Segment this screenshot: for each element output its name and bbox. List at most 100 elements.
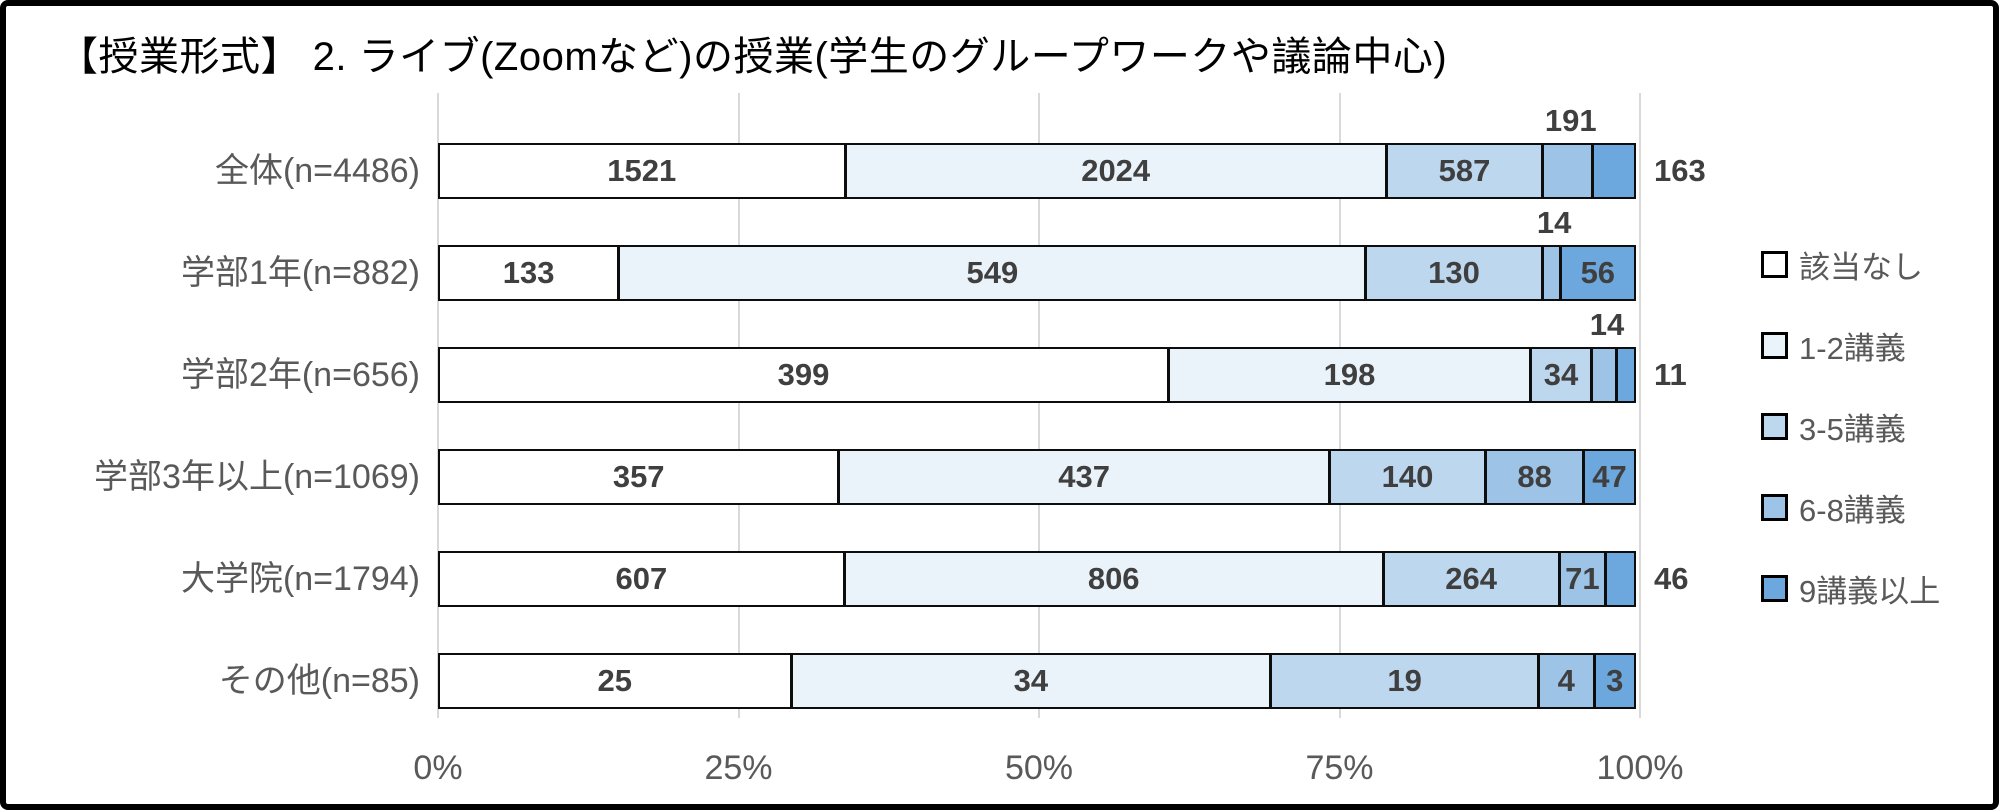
- bar-segment: [1605, 551, 1636, 607]
- bar-segment: 34: [790, 653, 1272, 709]
- legend-swatch: [1761, 413, 1788, 440]
- bar-segment: 3: [1593, 653, 1636, 709]
- legend-label: 1-2講義: [1799, 331, 1906, 366]
- value-label: 2024: [1081, 153, 1151, 188]
- value-label: 88: [1517, 459, 1552, 494]
- stacked-bar: 1521 2024 587: [438, 143, 1640, 199]
- value-label: 399: [777, 357, 830, 392]
- chart-row: その他(n=85) 25 34 19 4 3: [219, 611, 1640, 713]
- legend-item: 1-2講義: [1761, 323, 1940, 368]
- value-label: 34: [1543, 357, 1579, 392]
- value-label: 140: [1381, 459, 1434, 494]
- stacked-bar: 133 549 130 56: [438, 245, 1640, 301]
- bar-segment: 806: [843, 551, 1384, 607]
- value-label-outside: 163: [1654, 153, 1706, 188]
- chart-row: 学部3年以上(n=1069) 357 437 140 88 47: [94, 407, 1640, 509]
- legend-item: 3-5講義: [1761, 404, 1940, 449]
- bar-segment: 140: [1328, 449, 1487, 505]
- value-label-outside: 11: [1654, 357, 1687, 392]
- bar-segment: 198: [1168, 347, 1531, 403]
- bar-segment: 437: [838, 449, 1330, 505]
- bar-segment: 264: [1382, 551, 1560, 607]
- value-label: 4: [1557, 663, 1575, 698]
- value-label: 56: [1580, 255, 1616, 290]
- value-label: 19: [1387, 663, 1422, 698]
- category-label: 学部2年(n=656): [180, 356, 420, 394]
- bar-segment: [1592, 143, 1636, 199]
- legend-swatch: [1761, 332, 1788, 359]
- bar-segment: 549: [618, 245, 1367, 301]
- legend-label: 該当なし: [1799, 250, 1923, 285]
- plot-area: 0% 25% 50% 75% 100% 全体(n=4486) 191 163 1521 2024 5…: [94, 93, 1706, 787]
- gridline-25%: [737, 93, 740, 718]
- bar-segment: 399: [438, 347, 1170, 403]
- value-label: 133: [502, 255, 555, 290]
- category-label: 学部1年(n=882): [180, 254, 420, 292]
- category-label: その他(n=85): [218, 662, 420, 700]
- stacked-bar: 25 34 19 4 3: [438, 653, 1640, 709]
- legend-item: 6-8講義: [1761, 485, 1940, 530]
- bar-segment: 71: [1558, 551, 1607, 607]
- bar-segment: [1542, 143, 1594, 199]
- bar-segment: 130: [1365, 245, 1543, 301]
- x-axis-tick-label: 50%: [1004, 749, 1074, 787]
- legend-swatch: [1761, 251, 1788, 278]
- bar-segment: 133: [438, 245, 620, 301]
- legend-item: 該当なし: [1761, 242, 1940, 287]
- value-label: 264: [1445, 561, 1497, 596]
- chart-row: 学部2年(n=656) 14 11 399 198 34: [181, 305, 1687, 407]
- legend-item: 9講義以上: [1761, 566, 1940, 611]
- bar-segment: 4: [1537, 653, 1595, 709]
- bar-segment: [1591, 347, 1617, 403]
- value-label: 357: [612, 459, 665, 494]
- gridline-75%: [1338, 93, 1341, 718]
- legend: 該当なし 1-2講義 3-5講義 6-8講義 9講義以上: [1761, 242, 1940, 611]
- legend-swatch: [1761, 575, 1788, 602]
- x-axis-tick-label: 25%: [704, 749, 773, 787]
- stacked-bar: 399 198 34: [438, 347, 1640, 403]
- bar-segment: 357: [438, 449, 840, 505]
- value-label-above: 14: [1589, 307, 1625, 342]
- value-label-outside: 46: [1654, 561, 1689, 596]
- value-label: 607: [615, 561, 668, 596]
- x-axis-tick-label: 75%: [1305, 749, 1374, 787]
- bar-segment: 19: [1270, 653, 1539, 709]
- gridline-100%: [1639, 93, 1641, 718]
- bar-segment: 47: [1583, 449, 1636, 505]
- bar-segment: 2024: [844, 143, 1387, 199]
- x-axis-tick-label: 0%: [413, 749, 463, 787]
- value-label: 3: [1606, 663, 1624, 698]
- chart-title: 【授業形式】 2. ライブ(Zoomなど)の授業(学生のグループワークや議論中心…: [58, 35, 1448, 79]
- bar-segment: [1541, 245, 1561, 301]
- value-label: 130: [1428, 255, 1480, 290]
- gridline-0%: [437, 93, 439, 718]
- value-label-above: 191: [1544, 103, 1597, 138]
- chart-row: 学部1年(n=882) 14 133 549 130 56: [181, 203, 1640, 305]
- legend-label: 9講義以上: [1799, 574, 1941, 609]
- bar-segment: 56: [1559, 245, 1636, 301]
- bar-segment: 25: [438, 653, 792, 709]
- value-label: 549: [966, 255, 1019, 290]
- value-label: 71: [1565, 561, 1600, 596]
- category-label: 学部3年以上(n=1069): [94, 458, 420, 496]
- chart-row: 大学院(n=1794) 46 607 806 264 71: [181, 509, 1688, 611]
- legend-label: 6-8講義: [1799, 493, 1906, 528]
- value-label: 34: [1013, 663, 1049, 698]
- bar-segment: 1521: [438, 143, 846, 199]
- stacked-bar: 607 806 264 71: [438, 551, 1640, 607]
- value-label: 47: [1592, 459, 1627, 494]
- value-label: 437: [1058, 459, 1110, 494]
- x-axis-tick-label: 100%: [1596, 749, 1684, 787]
- chart-row: 全体(n=4486) 191 163 1521 2024 587: [215, 101, 1706, 203]
- legend-swatch: [1761, 494, 1788, 521]
- value-label: 198: [1323, 357, 1376, 392]
- value-label: 587: [1438, 153, 1491, 188]
- value-label: 25: [597, 663, 632, 698]
- bar-segment: [1615, 347, 1636, 403]
- bar-segment: 88: [1485, 449, 1585, 505]
- value-label: 806: [1087, 561, 1140, 596]
- gridline-50%: [1038, 93, 1040, 718]
- stacked-bar: 357 437 140 88 47: [438, 449, 1640, 505]
- legend-label: 3-5講義: [1799, 412, 1906, 447]
